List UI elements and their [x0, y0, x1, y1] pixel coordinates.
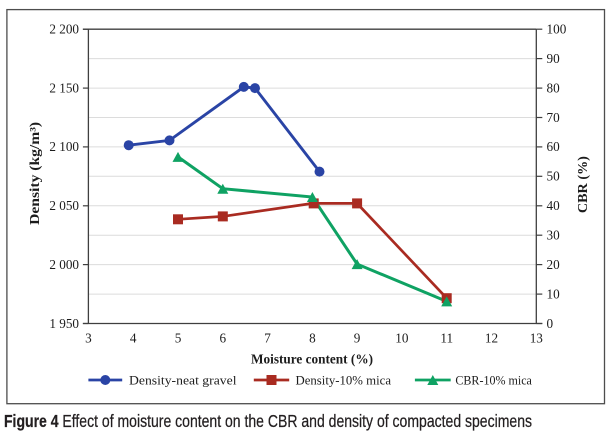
- svg-text:11: 11: [440, 331, 453, 346]
- svg-text:100: 100: [547, 22, 567, 37]
- svg-text:4: 4: [130, 331, 137, 346]
- svg-text:Density-neat gravel: Density-neat gravel: [129, 374, 237, 388]
- svg-text:13: 13: [530, 331, 544, 346]
- svg-text:2 150: 2 150: [49, 80, 79, 95]
- svg-text:12: 12: [485, 331, 498, 346]
- svg-text:3: 3: [85, 331, 92, 346]
- svg-text:80: 80: [547, 80, 561, 95]
- svg-text:6: 6: [220, 331, 227, 346]
- svg-text:10: 10: [547, 286, 561, 301]
- svg-text:9: 9: [354, 331, 361, 346]
- svg-text:30: 30: [547, 228, 561, 243]
- svg-text:2 050: 2 050: [49, 198, 79, 213]
- svg-text:5: 5: [175, 331, 182, 346]
- svg-text:10: 10: [395, 331, 409, 346]
- svg-text:Density (kg/m³): Density (kg/m³): [27, 122, 42, 225]
- svg-text:60: 60: [547, 139, 561, 154]
- svg-text:2 100: 2 100: [49, 139, 79, 154]
- svg-text:70: 70: [547, 110, 561, 125]
- svg-text:8: 8: [309, 331, 316, 346]
- svg-text:7: 7: [264, 331, 271, 346]
- svg-text:CBR-10% mica: CBR-10% mica: [455, 374, 532, 388]
- svg-text:90: 90: [547, 51, 561, 66]
- svg-text:50: 50: [547, 169, 561, 184]
- svg-text:2 000: 2 000: [49, 257, 79, 272]
- svg-text:CBR (%): CBR (%): [575, 156, 590, 213]
- svg-text:1 950: 1 950: [49, 316, 79, 331]
- svg-text:0: 0: [547, 316, 554, 331]
- svg-text:Density-10% mica: Density-10% mica: [296, 374, 392, 388]
- svg-text:20: 20: [547, 257, 561, 272]
- svg-text:2 200: 2 200: [49, 22, 79, 37]
- svg-text:40: 40: [547, 198, 561, 213]
- svg-text:Moisture content (%): Moisture content (%): [251, 352, 373, 367]
